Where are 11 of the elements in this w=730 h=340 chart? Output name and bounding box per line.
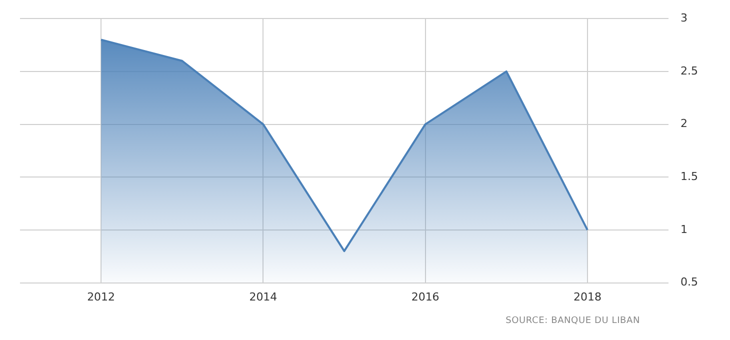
y-tick-label: 2.5 (680, 64, 698, 78)
x-tick-label: 2018 (573, 290, 602, 304)
x-tick-label: 2016 (411, 290, 440, 304)
y-tick-label: 3 (680, 11, 688, 24)
y-tick-label: 1.5 (680, 170, 698, 183)
y-tick-label: 0.5 (680, 276, 698, 289)
source-note: SOURCE: BANQUE DU LIBAN (506, 316, 640, 326)
x-tick-label: 2012 (87, 290, 116, 304)
y-tick-label: 1 (680, 222, 688, 236)
y-tick-label: 2 (680, 117, 688, 130)
x-tick-label: 2014 (249, 290, 278, 304)
